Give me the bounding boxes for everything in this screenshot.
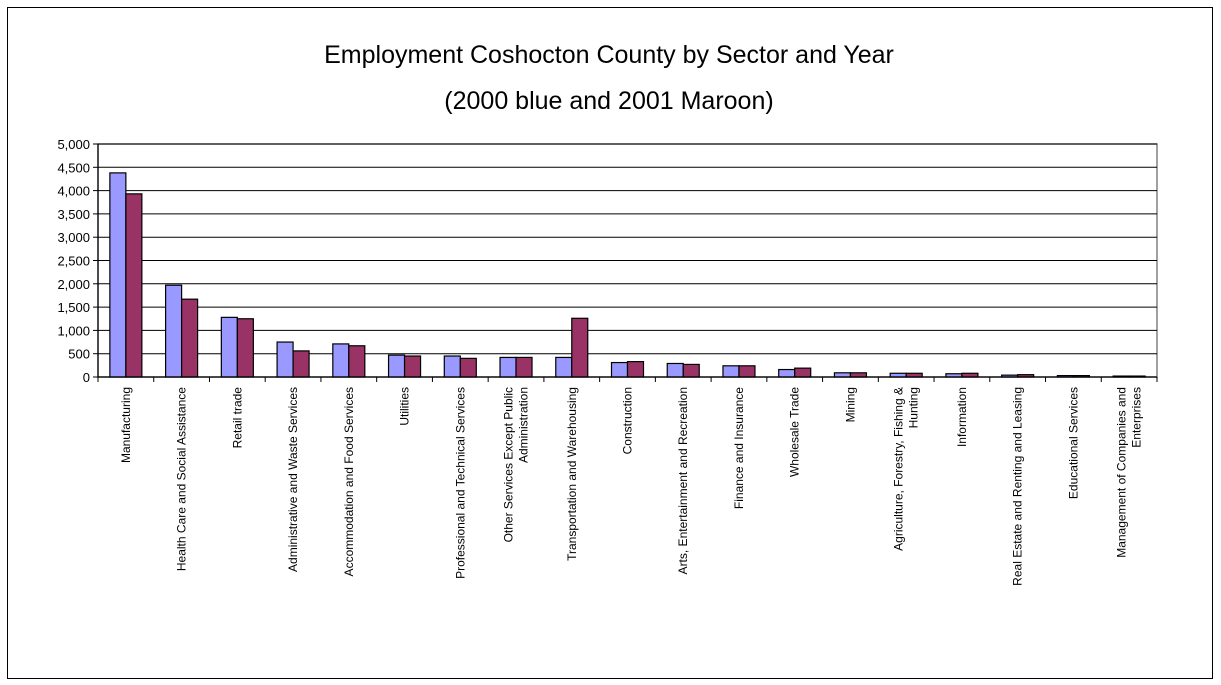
x-category-label: Professional and Technical Services — [453, 387, 467, 579]
bar — [220, 316, 238, 378]
x-category-label: Other Services Except Public — [502, 387, 516, 542]
x-category-label: Transportation and Warehousing — [565, 387, 579, 561]
y-tick-label: 5,000 — [57, 137, 90, 152]
bar — [459, 357, 477, 378]
y-tick-label: 2,000 — [57, 277, 90, 292]
x-category-label: Accommodation and Food Services — [342, 387, 356, 576]
bar — [738, 365, 756, 378]
bar — [276, 341, 294, 378]
axes — [97, 144, 1158, 382]
bars — [109, 172, 1146, 378]
x-category-label: Administrative and Waste Services — [286, 387, 300, 572]
x-category-label: Enterprises — [1130, 387, 1144, 448]
bar — [626, 361, 645, 378]
y-tick-label: 1,500 — [57, 300, 90, 315]
x-category-label: Real Estate and Renting and Leasing — [1011, 387, 1025, 586]
x-category-label: Information — [955, 387, 969, 447]
y-tick-label: 500 — [68, 347, 90, 362]
y-tick-label: 4,500 — [57, 160, 90, 175]
bar — [165, 284, 183, 378]
bar — [236, 318, 254, 378]
x-category-label: Finance and Insurance — [732, 387, 746, 509]
x-category-label: Wholesale Trade — [788, 387, 802, 477]
bar — [292, 350, 310, 378]
x-category-label: Mining — [843, 387, 857, 422]
bar — [515, 356, 533, 378]
x-category-label: Utilities — [398, 387, 412, 426]
bar — [794, 367, 812, 378]
bar — [109, 172, 127, 378]
x-category-label: Arts, Entertainment and Recreation — [676, 387, 690, 574]
y-tick-label: 3,000 — [57, 230, 90, 245]
x-axis-labels: Manufacturing Health Care and Social Assi… — [119, 387, 1144, 586]
bar — [348, 345, 366, 378]
bar — [610, 361, 629, 378]
bar — [682, 363, 700, 378]
bar — [555, 356, 573, 378]
chart-subtitle: (2000 blue and 2001 Maroon) — [444, 87, 773, 115]
y-tick-label: 4,000 — [57, 184, 90, 199]
bar — [849, 372, 868, 378]
bar — [833, 372, 852, 378]
x-category-label: Manufacturing — [119, 387, 133, 463]
bar — [332, 343, 350, 378]
chart-title: Employment Coshocton County by Sector an… — [324, 41, 894, 69]
x-category-label: Agriculture, Forestry, Fishing & — [892, 387, 906, 551]
bar — [387, 354, 406, 378]
bar — [666, 362, 684, 378]
x-category-label: Educational Services — [1066, 387, 1080, 499]
bar — [403, 355, 422, 378]
bar — [181, 298, 199, 378]
bar — [499, 356, 517, 378]
y-tick-label: 1,000 — [57, 323, 90, 338]
bar — [778, 368, 796, 378]
bar — [125, 193, 143, 378]
y-axis-ticks: 0 500 1,000 1,500 2,000 2,500 3,000 3,500 4,000 4… — [57, 137, 98, 385]
y-tick-label: 2,500 — [57, 254, 90, 269]
bar — [443, 355, 461, 378]
x-category-label: Health Care and Social Assistance — [175, 387, 189, 571]
x-category-label: Administration — [517, 387, 531, 463]
x-category-label: Retail trade — [230, 387, 244, 449]
bar — [571, 317, 589, 378]
y-tick-label: 0 — [83, 370, 90, 385]
x-category-label: Hunting — [907, 387, 921, 428]
bar — [722, 365, 740, 378]
y-tick-label: 3,500 — [57, 207, 90, 222]
x-category-label: Construction — [621, 387, 635, 454]
x-category-label: Management of Companies and — [1115, 387, 1129, 558]
grid-lines — [98, 143, 1157, 355]
